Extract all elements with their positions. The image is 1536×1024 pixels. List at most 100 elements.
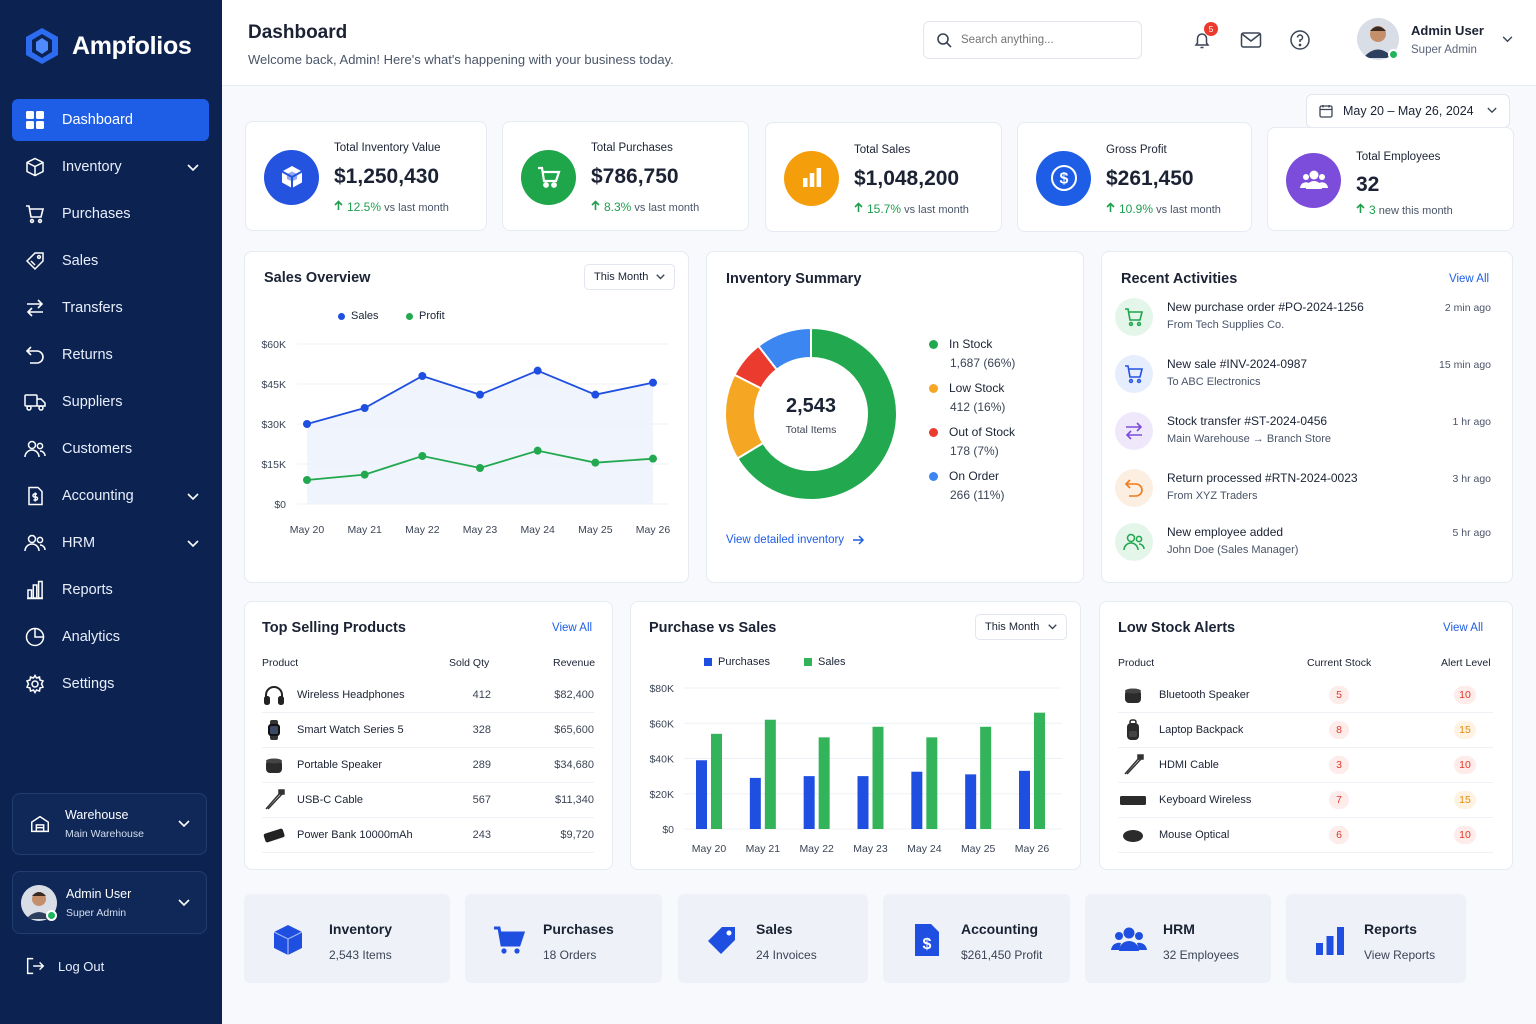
product-name: Keyboard Wireless [1159,794,1252,806]
logout-button[interactable]: Log Out [24,955,104,977]
table-row[interactable]: Power Bank 10000mAh 243 $9,720 [262,818,594,853]
stat-card-total-purchases[interactable]: Total Purchases $786,750 8.3% vs last mo… [502,121,749,231]
search-input[interactable] [961,34,1131,46]
purchases-bar[interactable] [803,776,815,829]
quick-link-subtitle: 18 Orders [543,948,597,962]
stat-label: Total Sales [854,144,911,156]
sales-bar[interactable] [1034,712,1045,829]
table-row[interactable]: Mouse Optical 6 10 [1118,818,1493,853]
sales-point[interactable] [418,372,427,380]
table-row[interactable]: Portable Speaker 289 $34,680 [262,748,594,783]
quick-link-purchases[interactable]: Purchases 18 Orders [465,894,662,983]
messages-button[interactable] [1239,28,1263,52]
sales-overview-period-dropdown[interactable]: This Month [584,264,675,290]
purchases-bar[interactable] [965,774,977,829]
sidebar-item-settings[interactable]: Settings [12,663,209,705]
sales-point[interactable] [591,390,600,399]
sales-bar[interactable] [926,737,938,829]
sales-point[interactable] [360,404,369,412]
sales-bar[interactable] [980,726,992,829]
sidebar-item-returns[interactable]: Returns [12,334,209,376]
profit-point[interactable] [591,458,600,467]
table-row[interactable]: USB-C Cable 567 $11,340 [262,783,594,818]
activity-item[interactable]: Stock transfer #ST-2024-0456 Main Wareho… [1115,409,1491,455]
sidebar-item-sales[interactable]: Sales [12,240,209,282]
top-selling-view-all[interactable]: View All [552,622,593,634]
sales-point[interactable] [533,366,542,375]
profit-point[interactable] [360,470,369,479]
profit-point[interactable] [533,446,542,455]
sales-bar[interactable] [872,726,884,829]
stat-card-gross-profit[interactable]: $ Gross Profit $261,450 10.9% vs last mo… [1017,122,1252,232]
page-title: Dashboard [248,22,348,43]
quick-link-accounting[interactable]: $ Accounting $261,450 Profit [883,894,1070,983]
profit-point[interactable] [303,476,311,484]
purchases-bar[interactable] [696,760,707,829]
sidebar-user-menu[interactable]: Admin User Super Admin [12,871,207,934]
table-row[interactable]: Laptop Backpack 8 15 [1118,713,1493,748]
warehouse-selector[interactable]: Warehouse Main Warehouse [12,793,207,855]
purchases-bar[interactable] [911,771,923,829]
sidebar-item-label: Dashboard [62,112,133,128]
x-tick-label: May 25 [578,524,613,536]
quick-link-reports[interactable]: Reports View Reports [1286,894,1466,983]
quick-link-inventory[interactable]: Inventory 2,543 Items [244,894,450,983]
sidebar-item-hrm[interactable]: HRM [12,522,209,564]
notifications-button[interactable]: 5 [1190,22,1218,52]
table-row[interactable]: Wireless Headphones 412 $82,400 [262,678,594,713]
stat-card-total-inventory-value[interactable]: Total Inventory Value $1,250,430 12.5% v… [245,121,487,231]
table-row[interactable]: Smart Watch Series 5 328 $65,600 [262,713,594,748]
profit-point[interactable] [418,452,427,460]
activity-item[interactable]: New employee added John Doe (Sales Manag… [1115,520,1491,566]
recent-activities-view-all[interactable]: View All [1449,273,1490,285]
sidebar-item-reports[interactable]: Reports [12,569,209,611]
sidebar-item-accounting[interactable]: Accounting [12,475,209,517]
profit-point[interactable] [649,454,657,463]
table-row[interactable]: HDMI Cable 3 10 [1118,748,1493,783]
sidebar-item-dashboard[interactable]: Dashboard [12,99,209,141]
activity-item[interactable]: New purchase order #PO-2024-1256 From Te… [1115,295,1491,341]
header-user-menu[interactable]: Admin User Super Admin [1357,18,1513,60]
view-detailed-inventory-link[interactable]: View detailed inventory [726,534,865,546]
low-stock-view-all[interactable]: View All [1443,622,1484,634]
search-box[interactable] [923,21,1142,59]
legend-item: Purchases [704,656,770,668]
purchase-vs-sales-period-dropdown[interactable]: This Month [975,614,1067,640]
users-icon [24,438,46,460]
date-range-picker[interactable]: May 20 – May 26, 2024 [1306,94,1510,128]
sales-point[interactable] [476,390,484,399]
quick-link-hrm[interactable]: HRM 32 Employees [1085,894,1271,983]
app-logo[interactable]: Ampfolios [22,26,192,66]
help-button[interactable] [1288,28,1312,52]
sidebar-item-customers[interactable]: Customers [12,428,209,470]
sidebar-item-purchases[interactable]: Purchases [12,193,209,235]
purchases-bar[interactable] [749,777,761,829]
sidebar-item-suppliers[interactable]: Suppliers [12,381,209,423]
stat-card-total-sales[interactable]: Total Sales $1,048,200 15.7% vs last mon… [765,122,1002,232]
donut-slice-on-order[interactable] [757,326,812,372]
sales-bar[interactable] [711,733,722,829]
purchase-vs-sales-title: Purchase vs Sales [649,620,777,636]
stat-trend-value: 15.7% [867,202,902,216]
stat-card-total-employees[interactable]: Total Employees 32 3 new this month [1267,127,1514,231]
purchases-bar[interactable] [1019,770,1030,829]
donut-slice-in-stock[interactable] [736,326,898,501]
table-row[interactable]: Keyboard Wireless 7 15 [1118,783,1493,818]
sales-bar[interactable] [764,719,776,829]
sales-bar[interactable] [818,737,830,829]
table-row[interactable]: Bluetooth Speaker 5 10 [1118,678,1493,713]
sales-point[interactable] [649,378,657,387]
stat-value: $1,048,200 [854,167,960,190]
activity-item[interactable]: New sale #INV-2024-0987 To ABC Electroni… [1115,352,1491,398]
sidebar-item-inventory[interactable]: Inventory [12,146,209,188]
profit-point[interactable] [476,464,484,472]
legend-label: Low Stock [949,381,1005,395]
purchases-bar[interactable] [857,776,869,829]
legend-item: Profit [406,310,445,322]
backpack-icon [1118,718,1148,742]
sidebar-item-transfers[interactable]: Transfers [12,287,209,329]
sales-point[interactable] [303,420,311,428]
activity-item[interactable]: Return processed #RTN-2024-0023 From XYZ… [1115,466,1491,512]
quick-link-sales[interactable]: Sales 24 Invoices [678,894,868,983]
sidebar-item-analytics[interactable]: Analytics [12,616,209,658]
